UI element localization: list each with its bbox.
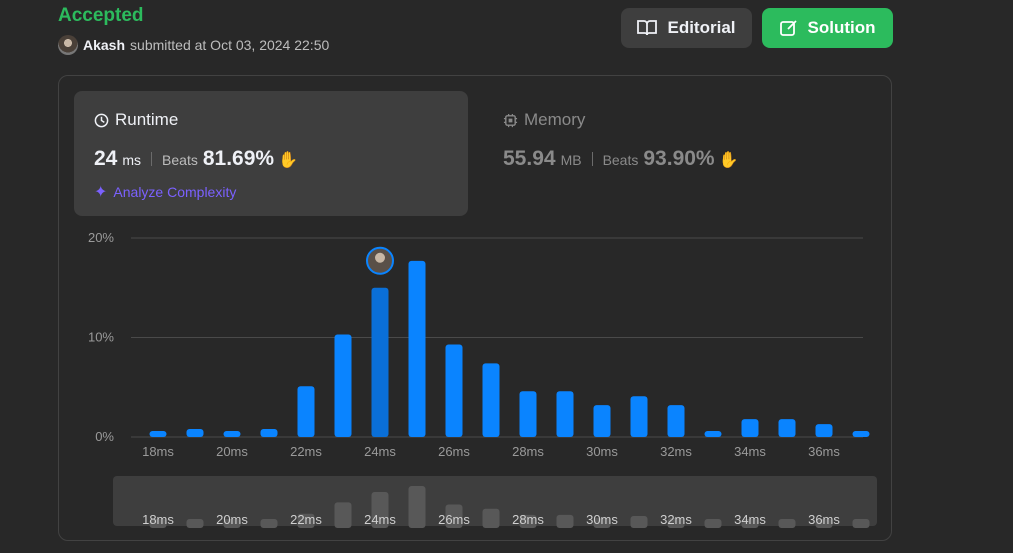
editorial-label: Editorial (667, 18, 736, 37)
chart-bar[interactable] (741, 419, 759, 437)
book-icon (637, 20, 658, 36)
chip-icon (503, 113, 518, 127)
divider (591, 152, 593, 166)
x-tick-label: 32ms (660, 444, 692, 459)
username[interactable]: Akash (83, 37, 126, 53)
chart-bar[interactable] (482, 363, 500, 437)
memory-metric[interactable]: 55.94 MB Beats 93.90% ✋ (503, 147, 739, 171)
chart-bar[interactable] (408, 260, 426, 437)
chart-bar[interactable] (260, 429, 278, 437)
runtime-beats-label: Beats (162, 152, 198, 168)
divider (151, 152, 153, 166)
analyze-label: Analyze Complexity (113, 184, 237, 200)
x-tick-label: 34ms (734, 444, 766, 459)
chart-bar[interactable] (149, 431, 167, 437)
x-tick-label: 36ms (808, 444, 840, 459)
chart-bar[interactable] (445, 344, 463, 437)
chart-bar[interactable] (223, 431, 241, 437)
clap-icon: ✋ (718, 152, 739, 169)
chart-bar[interactable] (593, 405, 611, 437)
runtime-metric: 24 ms Beats 81.69% ✋ (94, 147, 298, 171)
chart-bar[interactable] (297, 386, 315, 437)
chart-bar[interactable] (556, 391, 574, 437)
chart-bar[interactable] (334, 334, 352, 437)
chart-range-slider[interactable] (113, 476, 877, 526)
chart-bar[interactable] (852, 431, 870, 437)
editorial-button[interactable]: Editorial (621, 8, 752, 48)
x-tick-label: 20ms (216, 444, 248, 459)
memory-title[interactable]: Memory (503, 110, 585, 130)
x-tick-label: 18ms (142, 444, 174, 459)
x-tick-label: 26ms (438, 444, 470, 459)
result-panel (58, 75, 892, 541)
runtime-value: 24 (94, 147, 118, 170)
memory-unit: MB (560, 152, 582, 168)
x-tick-label: 28ms (512, 444, 544, 459)
submission-time: submitted at Oct 03, 2024 22:50 (130, 37, 330, 53)
chart-bar[interactable] (815, 424, 833, 437)
sparkle-icon: ✦ (94, 184, 108, 201)
avatar[interactable] (58, 35, 78, 55)
runtime-title-label: Runtime (115, 110, 179, 129)
y-tick-label: 20% (88, 230, 114, 245)
submission-info: Akash submitted at Oct 03, 2024 22:50 (58, 35, 329, 55)
runtime-unit: ms (122, 152, 142, 168)
chart-bar[interactable] (519, 391, 537, 437)
edit-icon (779, 20, 797, 36)
clap-icon: ✋ (278, 152, 298, 169)
x-tick-label: 24ms (364, 444, 396, 459)
chart-bar[interactable] (186, 429, 204, 437)
solution-button[interactable]: Solution (762, 8, 893, 48)
chart-bar[interactable] (667, 405, 685, 437)
y-tick-label: 0% (95, 429, 114, 444)
memory-beats: 93.90% (643, 147, 715, 170)
chart-bar[interactable] (630, 396, 648, 437)
memory-value: 55.94 (503, 147, 556, 170)
chart-bar[interactable] (371, 287, 389, 437)
chart-bar[interactable] (778, 419, 796, 437)
y-tick-label: 10% (88, 330, 114, 345)
runtime-card[interactable] (74, 91, 468, 216)
analyze-complexity-link[interactable]: ✦ Analyze Complexity (94, 182, 236, 202)
clock-icon (94, 113, 109, 127)
x-tick-label: 30ms (586, 444, 618, 459)
chart-bar[interactable] (704, 431, 722, 437)
runtime-beats: 81.69% (202, 147, 275, 170)
runtime-title: Runtime (94, 110, 178, 130)
user-marker-avatar (366, 246, 394, 275)
memory-beats-label: Beats (602, 152, 639, 168)
avatar-face (375, 252, 385, 263)
x-tick-label: 22ms (290, 444, 322, 459)
memory-title-label: Memory (524, 110, 586, 129)
submission-status: Accepted (58, 5, 144, 26)
solution-label: Solution (807, 18, 876, 37)
